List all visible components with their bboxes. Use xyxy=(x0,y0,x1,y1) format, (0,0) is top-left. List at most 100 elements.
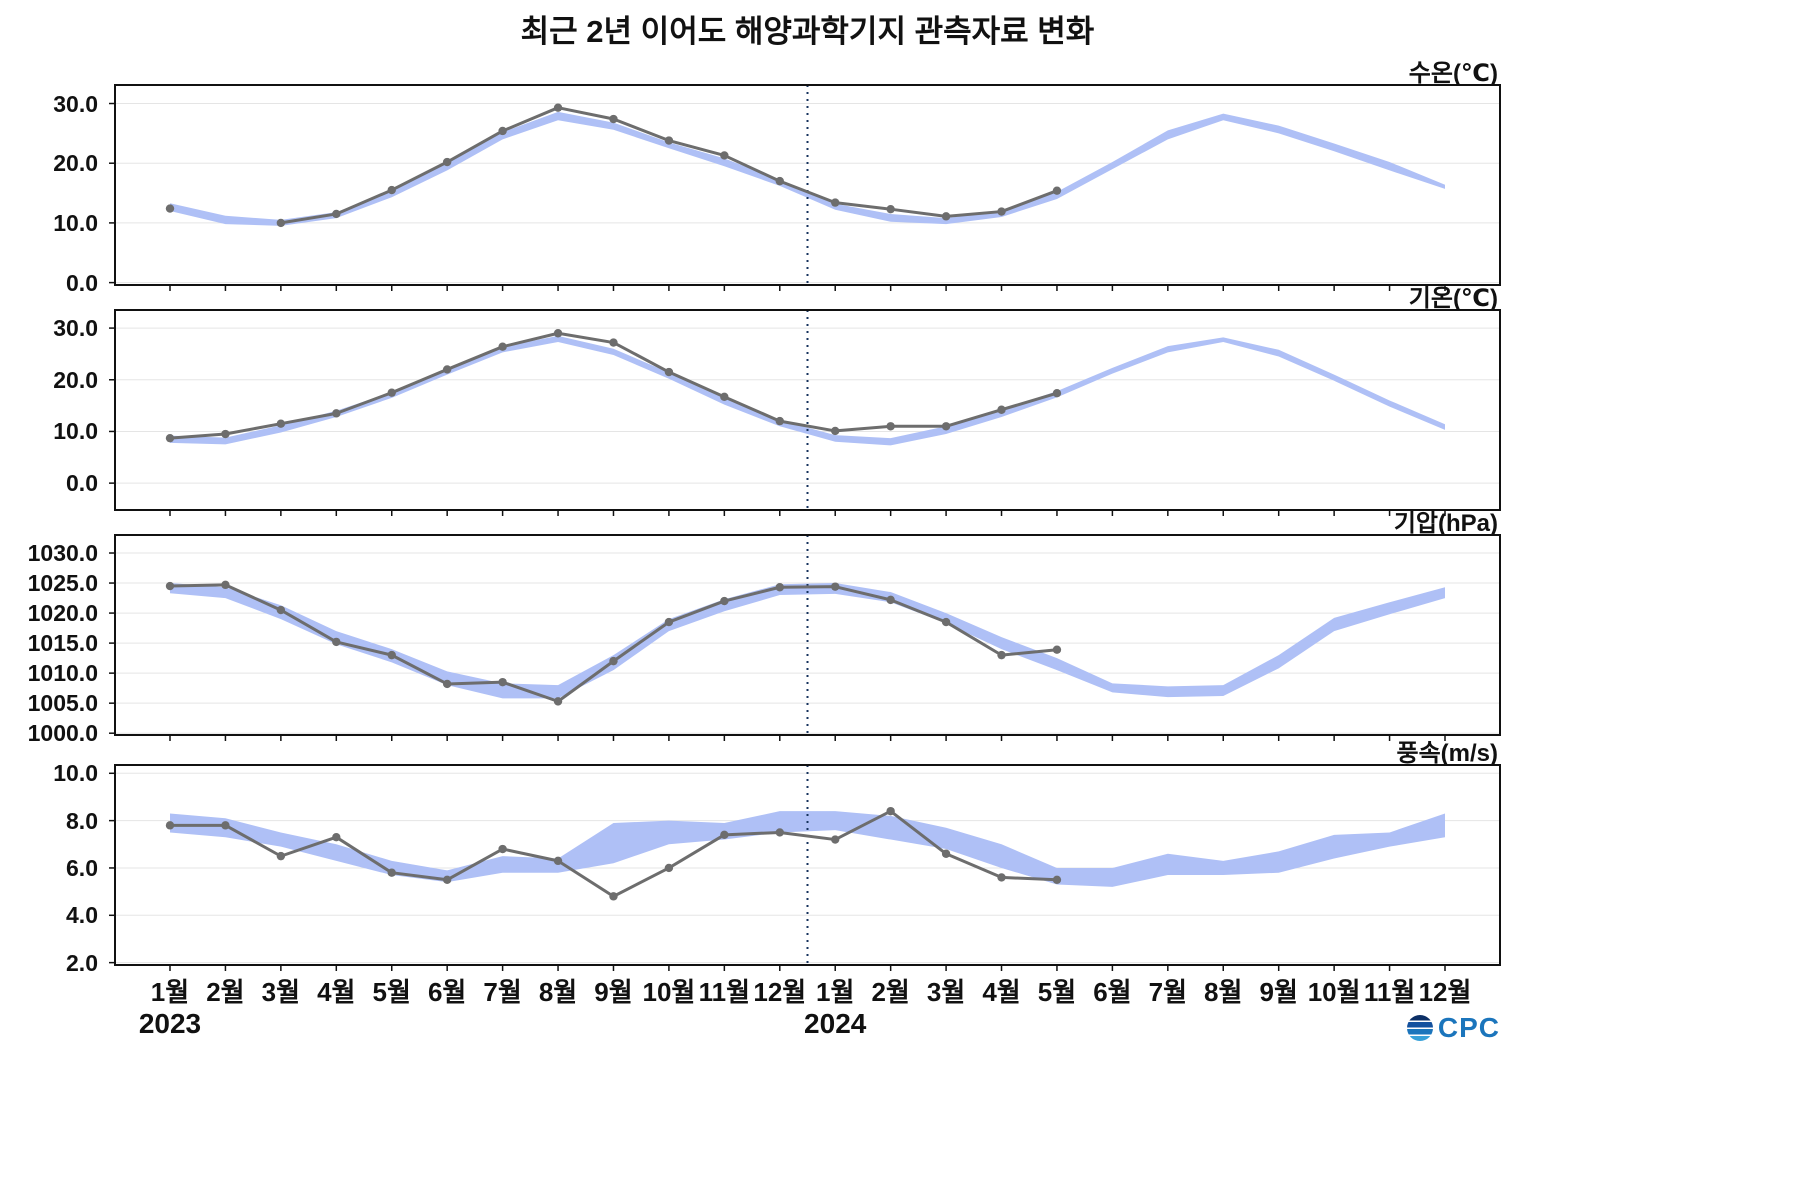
y-tick-label: 2.0 xyxy=(66,949,98,976)
observed-point xyxy=(831,582,840,591)
observed-point xyxy=(941,212,951,221)
water-temp-y-axis: 0.0 10.0 20.0 30.0 xyxy=(0,85,106,296)
observed-point xyxy=(831,835,840,844)
y-tick-label: 10.0 xyxy=(53,418,98,445)
x-month-label: 4월 xyxy=(317,977,356,1007)
observed-point xyxy=(498,126,507,136)
y-tick-label: 30.0 xyxy=(53,315,98,342)
y-tick-label: 1005.0 xyxy=(27,690,98,717)
x-month-label: 8월 xyxy=(1204,977,1243,1007)
air-temp-unit-label: 기온(℃) xyxy=(1408,285,1498,312)
observed-point xyxy=(498,677,507,687)
air-temp-y-axis: 0.0 10.0 20.0 30.0 xyxy=(0,310,106,510)
observed-point xyxy=(165,581,175,591)
wind-speed-unit-label: 풍속(m/s) xyxy=(1396,740,1499,767)
observed-point xyxy=(332,832,341,842)
panel-water-temp: 0.0 10.0 20.0 30.0 수온(℃) xyxy=(0,60,1800,296)
observed-point xyxy=(664,863,674,873)
water-temp-chart xyxy=(109,84,1501,291)
observed-point xyxy=(775,828,784,837)
observed-point xyxy=(997,650,1006,660)
water-temp-unit-label: 수온(℃) xyxy=(1408,60,1498,87)
x-month-label: 1월 xyxy=(150,977,190,1007)
observed-point xyxy=(1052,186,1062,195)
observed-point xyxy=(442,157,452,167)
observed-point xyxy=(332,409,341,418)
observed-point xyxy=(720,830,729,840)
y-tick-label: 1025.0 xyxy=(27,570,98,597)
y-tick-label: 8.0 xyxy=(66,807,98,834)
panel-air-temp: 0.0 10.0 20.0 30.0 기온(℃) xyxy=(0,285,1800,516)
ocpc-logo: CPC xyxy=(115,1012,1500,1044)
x-month-label: 2월 xyxy=(206,977,245,1007)
observed-point xyxy=(886,422,895,431)
panel-border xyxy=(114,84,1501,286)
observed-point xyxy=(553,329,563,338)
panel-pressure: 1000.0 1005.0 1010.0 1015.0 1020.0 1025.0 1030… xyxy=(0,510,1800,746)
y-tick-label: 1020.0 xyxy=(27,600,98,627)
observed-point xyxy=(831,426,840,436)
observed-point xyxy=(553,697,563,706)
x-month-label: 12월 xyxy=(1418,977,1472,1007)
observed-point xyxy=(941,422,951,431)
observed-point xyxy=(387,185,396,195)
observed-point xyxy=(553,103,563,112)
observed-line xyxy=(279,106,1059,225)
observed-point xyxy=(442,679,452,689)
observed-point xyxy=(720,392,729,402)
climatology-band xyxy=(170,811,1445,887)
y-tick-label: 0.0 xyxy=(66,269,98,296)
observed-point xyxy=(498,342,507,351)
observed-point xyxy=(664,367,674,377)
y-tick-label: 1000.0 xyxy=(27,720,98,747)
x-month-label: 9월 xyxy=(594,977,633,1007)
observed-point xyxy=(498,844,507,854)
observed-point xyxy=(886,595,895,605)
observed-point xyxy=(941,849,951,858)
y-tick-label: 6.0 xyxy=(66,854,98,881)
panel-wind-speed: 2.0 4.0 6.0 8.0 10.0 풍속(m/s) xyxy=(0,740,1800,976)
observed-point xyxy=(997,405,1006,414)
x-month-label: 11월 xyxy=(1363,977,1416,1007)
observed-point xyxy=(609,656,618,666)
ocpc-globe-icon xyxy=(1406,1015,1433,1041)
x-month-label: 7월 xyxy=(483,977,522,1007)
panel-border xyxy=(114,764,1501,966)
pressure-chart xyxy=(109,534,1501,741)
observed-point xyxy=(387,388,396,397)
y-tick-label: 30.0 xyxy=(53,90,98,117)
x-axis-year-2023: 2023 xyxy=(138,1008,202,1039)
y-tick-label: 1010.0 xyxy=(27,660,98,687)
ocpc-logo-text: CPC xyxy=(1437,1012,1500,1043)
observed-point xyxy=(276,605,286,615)
x-month-label: 1월 xyxy=(816,977,855,1007)
observed-point xyxy=(775,176,784,186)
observed-point xyxy=(664,617,674,627)
observed-point xyxy=(775,416,784,426)
x-axis-year-2024: 2024 xyxy=(804,1008,867,1039)
wind-speed-y-axis: 2.0 4.0 6.0 8.0 10.0 xyxy=(0,760,106,975)
x-month-label: 5월 xyxy=(372,977,411,1007)
observed-point xyxy=(831,198,840,207)
x-axis-months: 1월 2월 3월 4월 5월 6월 7월 8월 9월 10월 11월 12월 1월 2월 3월 4월 5월 6월 7… xyxy=(115,972,1500,1008)
y-tick-label: 1015.0 xyxy=(27,630,98,657)
observed-point xyxy=(165,433,175,443)
page-title: 최근 2년 이어도 해양과학기지 관측자료 변화 xyxy=(520,14,1095,49)
y-tick-label: 1030.0 xyxy=(27,540,98,567)
observed-point xyxy=(1052,875,1062,884)
observed-point xyxy=(609,114,618,124)
pressure-y-axis: 1000.0 1005.0 1010.0 1015.0 1020.0 1025.0 1030… xyxy=(0,535,106,746)
observed-point xyxy=(165,821,175,830)
observed-point xyxy=(387,650,396,660)
x-month-label: 5월 xyxy=(1037,977,1077,1007)
x-month-label: 11월 xyxy=(698,977,751,1007)
observed-point xyxy=(442,365,452,374)
x-month-label: 4월 xyxy=(982,977,1021,1007)
x-month-label: 2월 xyxy=(871,977,910,1007)
observed-point xyxy=(997,207,1006,216)
x-month-label: 3월 xyxy=(261,977,301,1007)
x-month-label: 3월 xyxy=(926,977,966,1007)
pressure-unit-label: 기압(hPa) xyxy=(1393,510,1498,537)
observed-point xyxy=(720,151,729,160)
